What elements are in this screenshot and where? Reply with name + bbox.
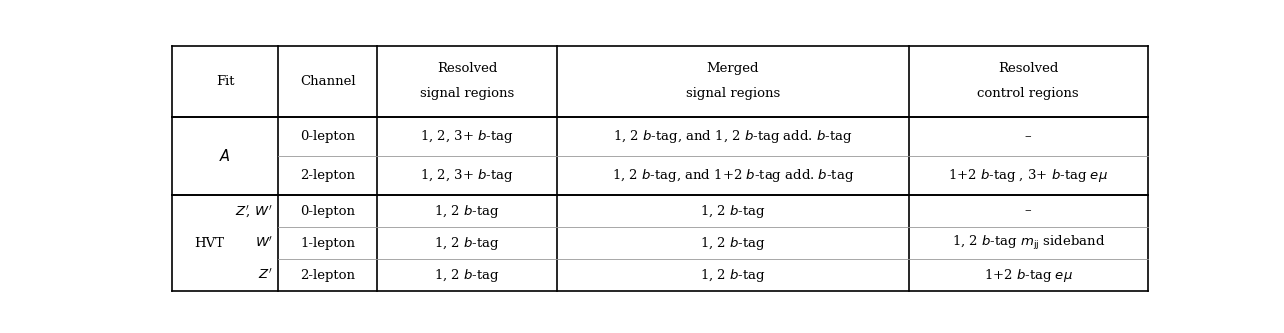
Text: 2-lepton: 2-lepton xyxy=(300,269,356,282)
Text: 1, 2 $\it{b}$-tag: 1, 2 $\it{b}$-tag xyxy=(700,235,765,252)
Text: HVT: HVT xyxy=(194,237,225,250)
Text: $A$: $A$ xyxy=(220,148,231,164)
Text: 1, 2 $\it{b}$-tag: 1, 2 $\it{b}$-tag xyxy=(434,235,499,252)
Text: Resolved: Resolved xyxy=(437,62,497,75)
Text: –: – xyxy=(1025,130,1031,143)
Text: Merged: Merged xyxy=(706,62,759,75)
Text: 1, 2 $\it{b}$-tag: 1, 2 $\it{b}$-tag xyxy=(700,202,765,220)
Text: 1, 2 $\it{b}$-tag, and 1+2 $\it{b}$-tag add. $\it{b}$-tag: 1, 2 $\it{b}$-tag, and 1+2 $\it{b}$-tag … xyxy=(611,167,854,184)
Text: Fit: Fit xyxy=(216,75,235,88)
Text: $Z^{\prime}\!$, $W^{\prime}$: $Z^{\prime}\!$, $W^{\prime}$ xyxy=(235,203,273,219)
Text: 1+2 $\it{b}$-tag $\it{e\mu}$: 1+2 $\it{b}$-tag $\it{e\mu}$ xyxy=(984,267,1072,284)
Text: 1, 2 $\it{b}$-tag $m_{\mathrm{jj}}$ sideband: 1, 2 $\it{b}$-tag $m_{\mathrm{jj}}$ side… xyxy=(951,234,1106,252)
Text: 2-lepton: 2-lepton xyxy=(300,169,356,182)
Text: Resolved: Resolved xyxy=(998,62,1058,75)
Text: 1, 2, 3+ $\it{b}$-tag: 1, 2, 3+ $\it{b}$-tag xyxy=(420,128,514,145)
Text: 1, 2 $\it{b}$-tag: 1, 2 $\it{b}$-tag xyxy=(700,267,765,284)
Text: 1, 2, 3+ $\it{b}$-tag: 1, 2, 3+ $\it{b}$-tag xyxy=(420,167,514,184)
Text: 1-lepton: 1-lepton xyxy=(300,237,356,250)
Text: signal regions: signal regions xyxy=(420,87,514,100)
Text: –: – xyxy=(1025,204,1031,217)
Text: 0-lepton: 0-lepton xyxy=(300,130,356,143)
Text: 1, 2 $\it{b}$-tag: 1, 2 $\it{b}$-tag xyxy=(434,202,499,220)
Text: 1+2 $\it{b}$-tag , 3+ $\it{b}$-tag $\it{e\mu}$: 1+2 $\it{b}$-tag , 3+ $\it{b}$-tag $\it{… xyxy=(949,167,1108,184)
Text: Channel: Channel xyxy=(300,75,356,88)
Text: control regions: control regions xyxy=(977,87,1079,100)
Text: $W^{\prime}$: $W^{\prime}$ xyxy=(254,236,273,250)
Text: $Z^{\prime}$: $Z^{\prime}$ xyxy=(258,268,273,282)
Text: signal regions: signal regions xyxy=(686,87,779,100)
Text: 1, 2 $\it{b}$-tag: 1, 2 $\it{b}$-tag xyxy=(434,267,499,284)
Text: 1, 2 $\it{b}$-tag, and 1, 2 $\it{b}$-tag add. $\it{b}$-tag: 1, 2 $\it{b}$-tag, and 1, 2 $\it{b}$-tag… xyxy=(612,128,853,145)
Text: 0-lepton: 0-lepton xyxy=(300,204,356,217)
